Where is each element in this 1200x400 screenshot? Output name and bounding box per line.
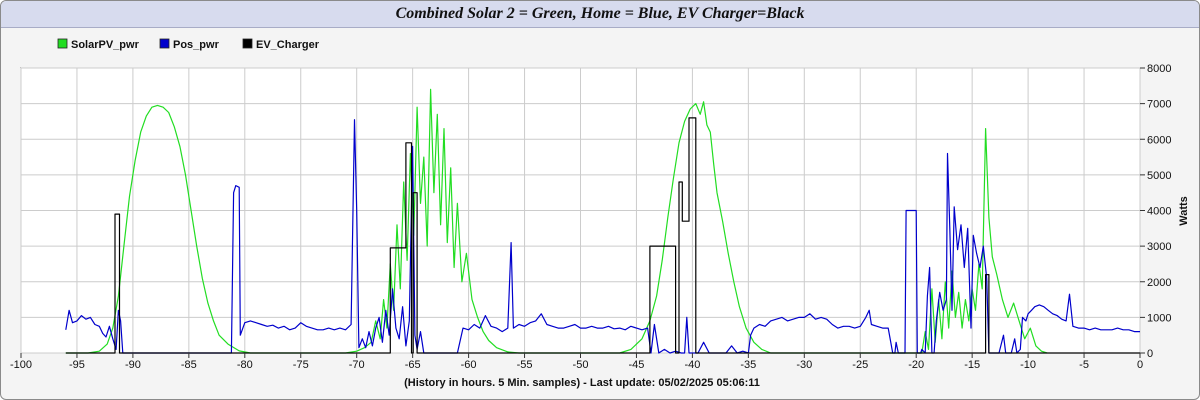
y-tick-label: 5000 (1147, 170, 1171, 182)
chart-title: Combined Solar 2 = Green, Home = Blue, E… (395, 5, 805, 22)
legend-swatch (242, 38, 253, 49)
x-tick-label: -35 (740, 359, 756, 371)
x-axis-title: (History in hours. 5 Min. samples) - Las… (404, 377, 760, 389)
x-tick-label: -60 (461, 359, 477, 371)
x-tick-label: -65 (405, 359, 421, 371)
x-tick-label: -40 (684, 359, 700, 371)
y-tick-label: 2000 (1147, 277, 1171, 289)
y-tick-label: 0 (1147, 348, 1153, 360)
axis-layer: -100 -95 -90 -85 -80 -75 -70 -65 -60 -55 -50 -45 -40… (10, 63, 1172, 371)
legend-label: SolarPV_pwr (71, 39, 140, 51)
x-tick-label: -95 (69, 359, 85, 371)
x-tick-label: -80 (237, 359, 253, 371)
x-tick-label: -25 (852, 359, 868, 371)
y-tick-label: 4000 (1147, 206, 1171, 218)
legend-swatch (159, 38, 170, 49)
y-tick-label: 6000 (1147, 134, 1171, 146)
y-tick-label: 1000 (1147, 312, 1171, 324)
legend-label: Pos_pwr (173, 39, 220, 51)
legend-label: EV_Charger (256, 39, 320, 51)
series-line-ev-charger (65, 117, 1140, 354)
legend: SolarPV_pwr Pos_pwr EV_Charger (57, 38, 320, 51)
x-tick-label: -5 (1079, 359, 1089, 371)
x-tick-label: -45 (628, 359, 644, 371)
y-axis-title: Watts (1178, 196, 1190, 226)
x-tick-label: -90 (125, 359, 141, 371)
x-tick-label: 0 (1137, 359, 1143, 371)
x-tick-label: -15 (964, 359, 980, 371)
x-tick-label: -55 (517, 359, 533, 371)
chart-title-bar: Combined Solar 2 = Green, Home = Blue, E… (1, 1, 1199, 28)
x-tick-label: -75 (293, 359, 309, 371)
x-tick-label: -100 (10, 359, 32, 371)
y-tick-label: 8000 (1147, 63, 1171, 75)
y-tick-label: 7000 (1147, 99, 1171, 111)
series-line-solarpv-pwr (65, 88, 1048, 354)
x-tick-label: -20 (908, 359, 924, 371)
grid-layer (20, 67, 1141, 354)
x-tick-label: -50 (573, 359, 589, 371)
x-tick-label: -70 (349, 359, 365, 371)
legend-swatch (57, 38, 68, 49)
x-tick-label: -10 (1020, 359, 1036, 371)
series-line-pos-pwr (65, 119, 1140, 354)
y-tick-label: 3000 (1147, 241, 1171, 253)
x-tick-label: -85 (181, 359, 197, 371)
series-layer (65, 88, 1140, 354)
x-tick-label: -30 (796, 359, 812, 371)
